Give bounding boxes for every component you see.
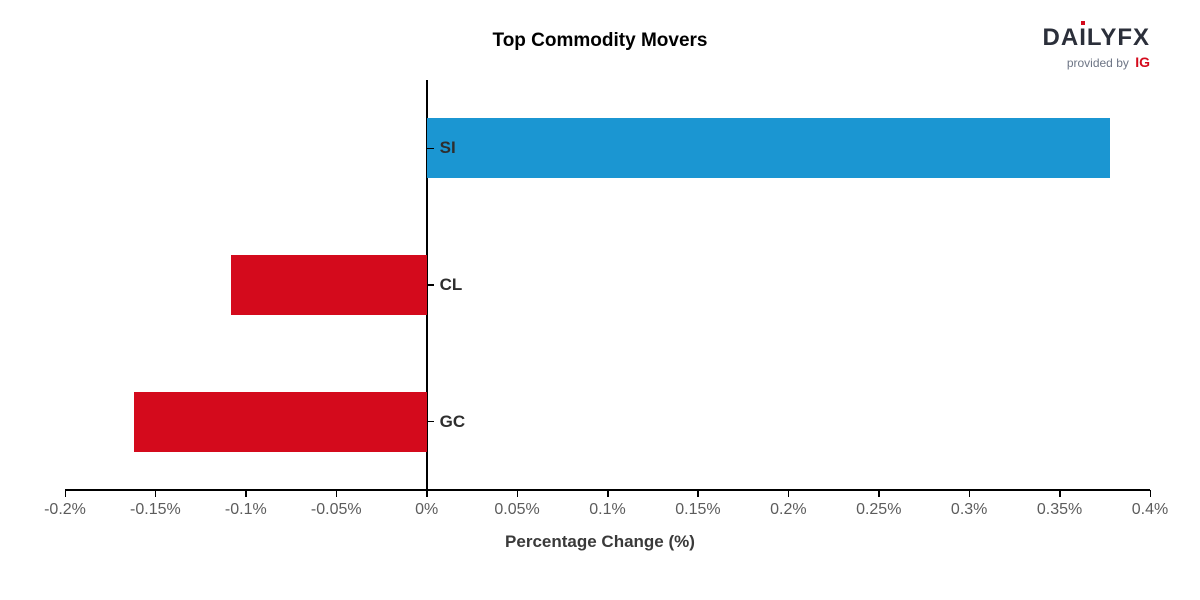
x-tick: [969, 490, 971, 497]
x-tick-label: 0%: [415, 501, 438, 519]
x-tick: [788, 490, 790, 497]
x-tick-label: 0.15%: [675, 501, 720, 519]
brand-logo-main: DAILYFX: [1043, 24, 1150, 52]
x-tick-label: -0.2%: [44, 501, 86, 519]
x-tick: [155, 490, 157, 497]
y-tick: [427, 148, 434, 150]
y-tick: [427, 421, 434, 423]
x-tick-label: 0.1%: [589, 501, 625, 519]
brand-sub-prefix: provided by: [1067, 56, 1129, 70]
x-tick-label: 0.4%: [1132, 501, 1168, 519]
category-label: CL: [440, 275, 463, 295]
x-tick-label: 0.05%: [494, 501, 539, 519]
bar: [134, 392, 427, 452]
x-tick-label: 0.2%: [770, 501, 806, 519]
x-tick-label: 0.25%: [856, 501, 901, 519]
x-tick: [878, 490, 880, 497]
x-tick-label: -0.1%: [225, 501, 267, 519]
brand-sub-brand: IG: [1135, 54, 1150, 70]
x-tick: [697, 490, 699, 497]
category-label: SI: [440, 138, 456, 158]
x-tick: [1059, 490, 1061, 497]
x-tick: [517, 490, 519, 497]
x-tick-label: 0.35%: [1037, 501, 1082, 519]
x-tick-label: 0.3%: [951, 501, 987, 519]
x-tick: [336, 490, 338, 497]
category-label: GC: [440, 412, 466, 432]
x-tick: [245, 490, 247, 497]
plot-area: -0.2%-0.15%-0.1%-0.05%0%0.05%0.1%0.15%0.…: [65, 80, 1150, 490]
x-axis-label: Percentage Change (%): [0, 532, 1200, 552]
y-tick: [427, 284, 434, 286]
x-tick: [65, 490, 67, 497]
x-tick: [607, 490, 609, 497]
x-tick: [1150, 490, 1152, 497]
chart-title: Top Commodity Movers: [0, 30, 1200, 52]
x-tick-label: -0.05%: [311, 501, 362, 519]
x-tick: [426, 490, 428, 497]
bar: [231, 255, 426, 315]
brand-logo-sub: provided by IG: [1043, 54, 1150, 70]
chart-container: { "chart": { "type": "bar-horizontal", "…: [0, 0, 1200, 600]
bar: [427, 118, 1111, 178]
brand-logo: DAILYFX provided by IG: [1043, 24, 1150, 70]
x-tick-label: -0.15%: [130, 501, 181, 519]
